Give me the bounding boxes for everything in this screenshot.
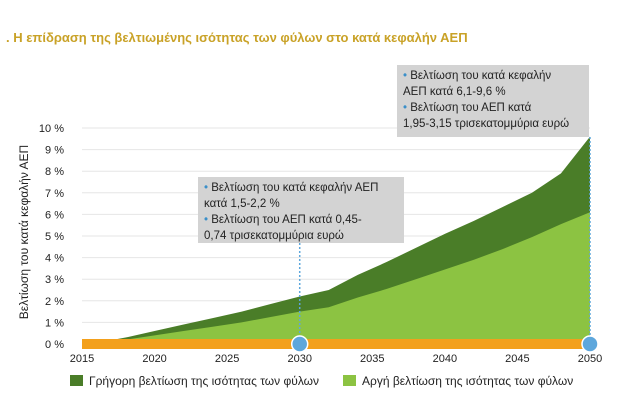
x-tick-label: 2030 [287, 353, 311, 365]
legend-label-fast: Γρήγορη βελτίωση της ισότητας των φύλων [89, 374, 320, 388]
y-tick-label: 5 % [45, 231, 64, 243]
x-tick-label: 2015 [70, 353, 94, 365]
y-tick-label: 1 % [45, 317, 64, 329]
bullet-icon: • [403, 70, 408, 82]
callout-2030-line-4: 0,74 τρισεκατομμύρια ευρώ [204, 230, 344, 242]
y-tick-label: 3 % [45, 274, 64, 286]
y-tick-label: 2 % [45, 296, 64, 308]
y-tick-label: 7 % [45, 188, 64, 200]
y-tick-label: 10 % [39, 123, 64, 135]
legend-swatch-fast [70, 375, 83, 386]
x-tick-label: 2035 [360, 353, 384, 365]
marker-layer [290, 137, 599, 353]
zero-baseline-band [82, 339, 590, 349]
callout-2050-line-2: ΑΕΠ κατά 6,1-9,6 % [403, 86, 506, 98]
x-tick-label: 2020 [142, 353, 166, 365]
callout-2030-line-1: • Βελτίωση του κατά κεφαλήν ΑΕΠ [204, 182, 379, 194]
callout-2050-line-1: • Βελτίωση του κατά κεφαλήν [403, 70, 552, 82]
bullet-icon: • [403, 102, 408, 114]
x-tick-labels: 2015 2020 2025 2030 2035 2040 2045 2050 [70, 353, 602, 365]
y-tick-label: 0 % [45, 339, 64, 351]
x-tick-label: 2025 [215, 353, 239, 365]
chart-title: . Η επίδραση της βελτιωμένης ισότητας τω… [6, 30, 468, 45]
x-tick-label: 2045 [505, 353, 529, 365]
y-tick-label: 6 % [45, 209, 64, 221]
callout-2030-line-2: κατά 1,5-2,2 % [204, 198, 280, 210]
legend-fast: Γρήγορη βελτίωση της ισότητας των φύλων [70, 374, 319, 388]
callout-2050-line-3: • Βελτίωση του ΑΕΠ κατά [403, 102, 532, 114]
area-layer [96, 136, 590, 344]
y-axis-label: Βελτίωση του κατά κεφαλήν ΑΕΠ [17, 145, 31, 319]
marker-dot [581, 335, 599, 353]
callout-2050-line-4: 1,95-3,15 τρισεκατομμύρια ευρώ [403, 118, 570, 130]
series-area-slow [96, 212, 590, 344]
y-tick-label: 9 % [45, 145, 64, 157]
callout-2030: • Βελτίωση του κατά κεφαλήν ΑΕΠ κατά 1,5… [198, 177, 404, 243]
legend-label-slow: Αργή βελτίωση της ισότητας των φύλων [362, 374, 574, 388]
marker-dot [290, 335, 309, 353]
baseline-layer [82, 339, 590, 349]
legend-slow: Αργή βελτίωση της ισότητας των φύλων [343, 374, 573, 388]
y-tick-labels: 0 % 1 % 2 % 3 % 4 % 5 % 6 % 7 % 8 % 9 % 10 % [39, 123, 64, 351]
x-tick-label: 2040 [433, 353, 457, 365]
x-tick-label: 2050 [578, 353, 602, 365]
callout-2030-line-3: • Βελτίωση του ΑΕΠ κατά 0,45- [204, 214, 362, 226]
y-tick-label: 4 % [45, 253, 64, 265]
bullet-icon: • [204, 182, 209, 194]
bullet-icon: • [204, 214, 209, 226]
callout-2050: • Βελτίωση του κατά κεφαλήν ΑΕΠ κατά 6,1… [397, 65, 589, 137]
y-tick-label: 8 % [45, 166, 64, 178]
legend-swatch-slow [343, 375, 356, 386]
